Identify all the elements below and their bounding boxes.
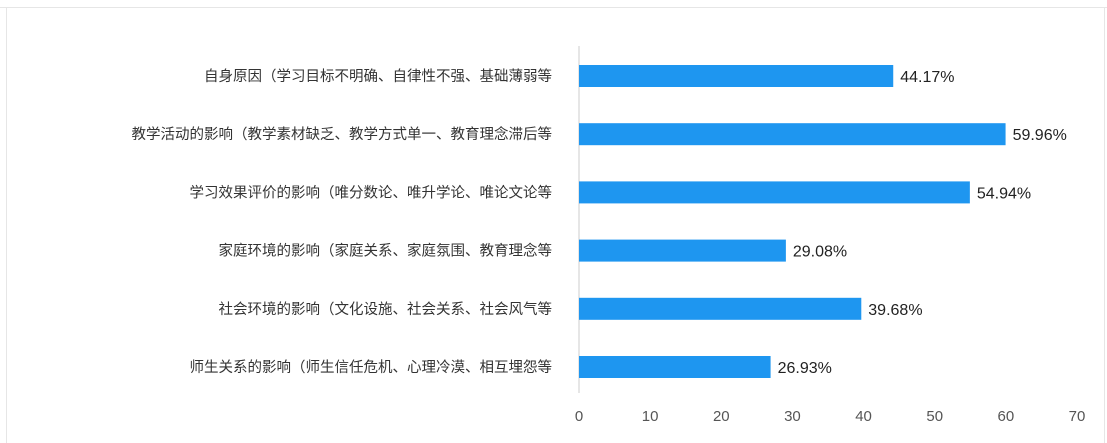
bar-2 xyxy=(579,181,970,204)
bar-4 xyxy=(579,297,862,320)
value-label-3: 29.08% xyxy=(793,244,847,261)
bar-0 xyxy=(579,65,894,87)
x-tick-label-7: 70 xyxy=(1069,408,1086,425)
category-label-2: 学习效果评价的影响（唯分数论、唯升学论、唯论文论等 xyxy=(190,183,553,201)
category-label-1: 教学活动的影响（教学素材缺乏、教学方式单一、教育理念滞后等 xyxy=(132,125,553,143)
category-label-5: 师生关系的影响（师生信任危机、心理冷漠、相互埋怨等 xyxy=(190,358,553,376)
frame-top-border xyxy=(0,7,1107,8)
bar-3 xyxy=(579,239,786,262)
category-labels-group: 自身原因（学习目标不明确、自律性不强、基础薄弱等教学活动的影响（教学素材缺乏、教… xyxy=(132,67,553,376)
x-tick-label-6: 60 xyxy=(998,408,1015,425)
bar-5 xyxy=(579,356,771,378)
x-tick-label-5: 50 xyxy=(926,408,943,425)
x-tick-label-3: 30 xyxy=(784,408,801,425)
frame-right-border xyxy=(1104,8,1105,443)
category-label-3: 家庭环境的影响（家庭关系、家庭氛围、教育理念等 xyxy=(219,242,553,260)
value-label-2: 54.94% xyxy=(977,185,1031,202)
category-label-4: 社会环境的影响（文化设施、社会关系、社会风气等 xyxy=(219,300,553,318)
category-label-0: 自身原因（学习目标不明确、自律性不强、基础薄弱等 xyxy=(204,67,552,85)
value-label-1: 59.96% xyxy=(1013,127,1067,144)
value-label-4: 39.68% xyxy=(868,302,922,319)
x-axis-ticks-group: 0 10 20 30 40 50 60 70 xyxy=(575,408,1086,425)
value-label-0: 44.17% xyxy=(900,69,954,86)
bar-1 xyxy=(579,123,1006,146)
value-labels-group: 44.17% 59.96% 54.94% 29.08% 39.68% 26.93% xyxy=(778,69,1067,377)
value-label-5: 26.93% xyxy=(778,360,832,377)
x-tick-label-0: 0 xyxy=(575,408,583,425)
frame-left-border xyxy=(6,8,7,443)
x-tick-label-2: 20 xyxy=(713,408,730,425)
bars-group xyxy=(579,65,1006,378)
x-tick-label-1: 10 xyxy=(642,408,659,425)
x-tick-label-4: 40 xyxy=(855,408,872,425)
